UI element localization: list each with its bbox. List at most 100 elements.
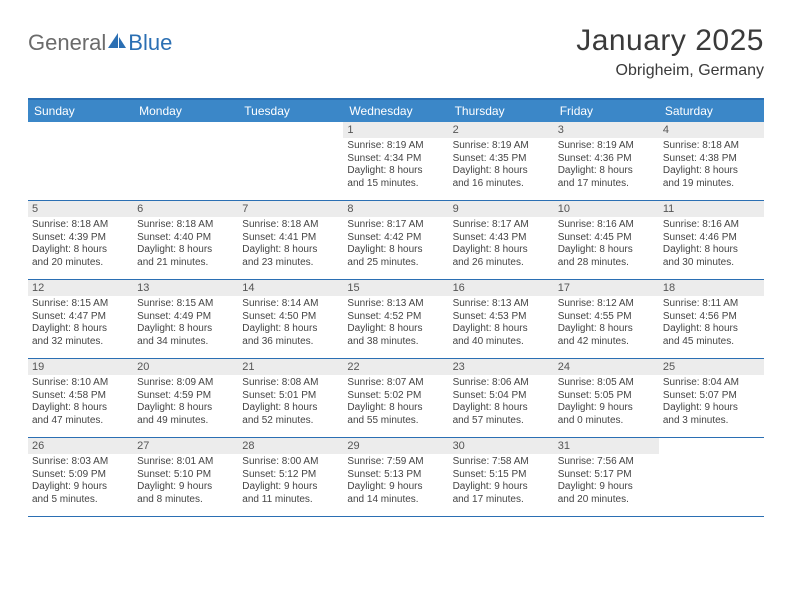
daylight-line-2: and 3 minutes. <box>663 415 760 428</box>
day-cell: 19Sunrise: 8:10 AMSunset: 4:58 PMDayligh… <box>28 359 133 437</box>
day-number: 16 <box>449 280 554 296</box>
day-details: Sunrise: 8:08 AMSunset: 5:01 PMDaylight:… <box>238 375 343 429</box>
sunrise-line: Sunrise: 7:59 AM <box>347 456 444 469</box>
daylight-line-1: Daylight: 9 hours <box>558 402 655 415</box>
calendar: Sunday Monday Tuesday Wednesday Thursday… <box>28 98 764 517</box>
day-number: 31 <box>554 438 659 454</box>
day-details: Sunrise: 8:17 AMSunset: 4:43 PMDaylight:… <box>449 217 554 271</box>
daylight-line-1: Daylight: 8 hours <box>663 323 760 336</box>
logo-word-2: Blue <box>128 30 172 55</box>
week-row: 1 Sunrise: 8:19 AM Sunset: 4:34 PM Daylight… <box>28 122 764 201</box>
day-details: Sunrise: 8:07 AMSunset: 5:02 PMDaylight:… <box>343 375 448 429</box>
daylight-line-2: and 17 minutes. <box>558 178 655 191</box>
daylight-line-2: and 5 minutes. <box>32 494 129 507</box>
day-number: 25 <box>659 359 764 375</box>
sunrise-line: Sunrise: 8:10 AM <box>32 377 129 390</box>
day-details: Sunrise: 8:14 AMSunset: 4:50 PMDaylight:… <box>238 296 343 350</box>
sunrise-line: Sunrise: 8:00 AM <box>242 456 339 469</box>
daylight-line-1: Daylight: 8 hours <box>663 244 760 257</box>
day-details: Sunrise: 8:09 AMSunset: 4:59 PMDaylight:… <box>133 375 238 429</box>
daylight-line-2: and 49 minutes. <box>137 415 234 428</box>
week-row: 19Sunrise: 8:10 AMSunset: 4:58 PMDayligh… <box>28 359 764 438</box>
sunrise-line: Sunrise: 8:09 AM <box>137 377 234 390</box>
day-number: 1 <box>343 122 448 138</box>
daylight-line-1: Daylight: 8 hours <box>663 165 760 178</box>
day-details: Sunrise: 8:13 AMSunset: 4:52 PMDaylight:… <box>343 296 448 350</box>
day-number: 30 <box>449 438 554 454</box>
sunset-line: Sunset: 4:43 PM <box>453 232 550 245</box>
day-number: 28 <box>238 438 343 454</box>
daylight-line-1: Daylight: 8 hours <box>347 244 444 257</box>
daylight-line-1: Daylight: 8 hours <box>137 323 234 336</box>
sunrise-line: Sunrise: 8:13 AM <box>347 298 444 311</box>
sunrise-line: Sunrise: 8:08 AM <box>242 377 339 390</box>
daylight-line-1: Daylight: 8 hours <box>242 244 339 257</box>
sunrise-line: Sunrise: 8:19 AM <box>453 140 550 153</box>
sunset-line: Sunset: 4:53 PM <box>453 311 550 324</box>
sunset-line: Sunset: 4:50 PM <box>242 311 339 324</box>
sunrise-line: Sunrise: 7:56 AM <box>558 456 655 469</box>
sunrise-line: Sunrise: 8:06 AM <box>453 377 550 390</box>
day-cell: 6Sunrise: 8:18 AMSunset: 4:40 PMDaylight… <box>133 201 238 279</box>
day-number: 29 <box>343 438 448 454</box>
day-details: Sunrise: 8:19 AMSunset: 4:36 PMDaylight:… <box>554 138 659 192</box>
sunrise-line: Sunrise: 8:04 AM <box>663 377 760 390</box>
week-row: 26Sunrise: 8:03 AMSunset: 5:09 PMDayligh… <box>28 438 764 517</box>
day-details: Sunrise: 8:15 AMSunset: 4:47 PMDaylight:… <box>28 296 133 350</box>
day-cell: 28Sunrise: 8:00 AMSunset: 5:12 PMDayligh… <box>238 438 343 516</box>
dow-header: Friday <box>554 100 659 122</box>
daylight-line-2: and 23 minutes. <box>242 257 339 270</box>
day-cell: 31Sunrise: 7:56 AMSunset: 5:17 PMDayligh… <box>554 438 659 516</box>
day-details: Sunrise: 8:16 AMSunset: 4:45 PMDaylight:… <box>554 217 659 271</box>
daylight-line-2: and 28 minutes. <box>558 257 655 270</box>
daylight-line-1: Daylight: 9 hours <box>453 481 550 494</box>
daylight-line-2: and 16 minutes. <box>453 178 550 191</box>
daylight-line-2: and 47 minutes. <box>32 415 129 428</box>
day-details: Sunrise: 8:17 AMSunset: 4:42 PMDaylight:… <box>343 217 448 271</box>
day-number: 5 <box>28 201 133 217</box>
daylight-line-2: and 36 minutes. <box>242 336 339 349</box>
day-number: 22 <box>343 359 448 375</box>
day-details: Sunrise: 7:59 AMSunset: 5:13 PMDaylight:… <box>343 454 448 508</box>
daylight-line-1: Daylight: 8 hours <box>137 244 234 257</box>
daylight-line-2: and 40 minutes. <box>453 336 550 349</box>
day-cell: 25Sunrise: 8:04 AMSunset: 5:07 PMDayligh… <box>659 359 764 437</box>
sunset-line: Sunset: 4:36 PM <box>558 153 655 166</box>
daylight-line-1: Daylight: 8 hours <box>137 402 234 415</box>
daylight-line-2: and 25 minutes. <box>347 257 444 270</box>
daylight-line-2: and 19 minutes. <box>663 178 760 191</box>
title-block: January 2025 Obrigheim, Germany <box>576 24 764 80</box>
sunset-line: Sunset: 4:46 PM <box>663 232 760 245</box>
day-cell: 14Sunrise: 8:14 AMSunset: 4:50 PMDayligh… <box>238 280 343 358</box>
sunset-line: Sunset: 5:12 PM <box>242 469 339 482</box>
daylight-line-2: and 55 minutes. <box>347 415 444 428</box>
logo-sail-icon <box>106 31 128 56</box>
daylight-line-2: and 11 minutes. <box>242 494 339 507</box>
sunrise-line: Sunrise: 8:07 AM <box>347 377 444 390</box>
day-details: Sunrise: 8:18 AMSunset: 4:40 PMDaylight:… <box>133 217 238 271</box>
daylight-line-2: and 20 minutes. <box>558 494 655 507</box>
day-cell: 2Sunrise: 8:19 AMSunset: 4:35 PMDaylight… <box>449 122 554 200</box>
day-cell: 22Sunrise: 8:07 AMSunset: 5:02 PMDayligh… <box>343 359 448 437</box>
sunrise-line: Sunrise: 8:11 AM <box>663 298 760 311</box>
sunset-line: Sunset: 5:10 PM <box>137 469 234 482</box>
day-number <box>28 122 133 138</box>
dow-header: Saturday <box>659 100 764 122</box>
sunset-line: Sunset: 4:34 PM <box>347 153 444 166</box>
sunset-line: Sunset: 4:49 PM <box>137 311 234 324</box>
sunset-line: Sunset: 4:38 PM <box>663 153 760 166</box>
day-number: 6 <box>133 201 238 217</box>
sunrise-line: Sunrise: 8:14 AM <box>242 298 339 311</box>
day-details: Sunrise: 8:05 AMSunset: 5:05 PMDaylight:… <box>554 375 659 429</box>
day-details: Sunrise: 7:58 AMSunset: 5:15 PMDaylight:… <box>449 454 554 508</box>
sunset-line: Sunset: 5:07 PM <box>663 390 760 403</box>
day-number: 7 <box>238 201 343 217</box>
daylight-line-2: and 26 minutes. <box>453 257 550 270</box>
day-details: Sunrise: 8:06 AMSunset: 5:04 PMDaylight:… <box>449 375 554 429</box>
day-cell <box>659 438 764 516</box>
daylight-line-2: and 57 minutes. <box>453 415 550 428</box>
day-number: 2 <box>449 122 554 138</box>
day-cell: 9Sunrise: 8:17 AMSunset: 4:43 PMDaylight… <box>449 201 554 279</box>
day-cell: 30Sunrise: 7:58 AMSunset: 5:15 PMDayligh… <box>449 438 554 516</box>
week-row: 5Sunrise: 8:18 AMSunset: 4:39 PMDaylight… <box>28 201 764 280</box>
